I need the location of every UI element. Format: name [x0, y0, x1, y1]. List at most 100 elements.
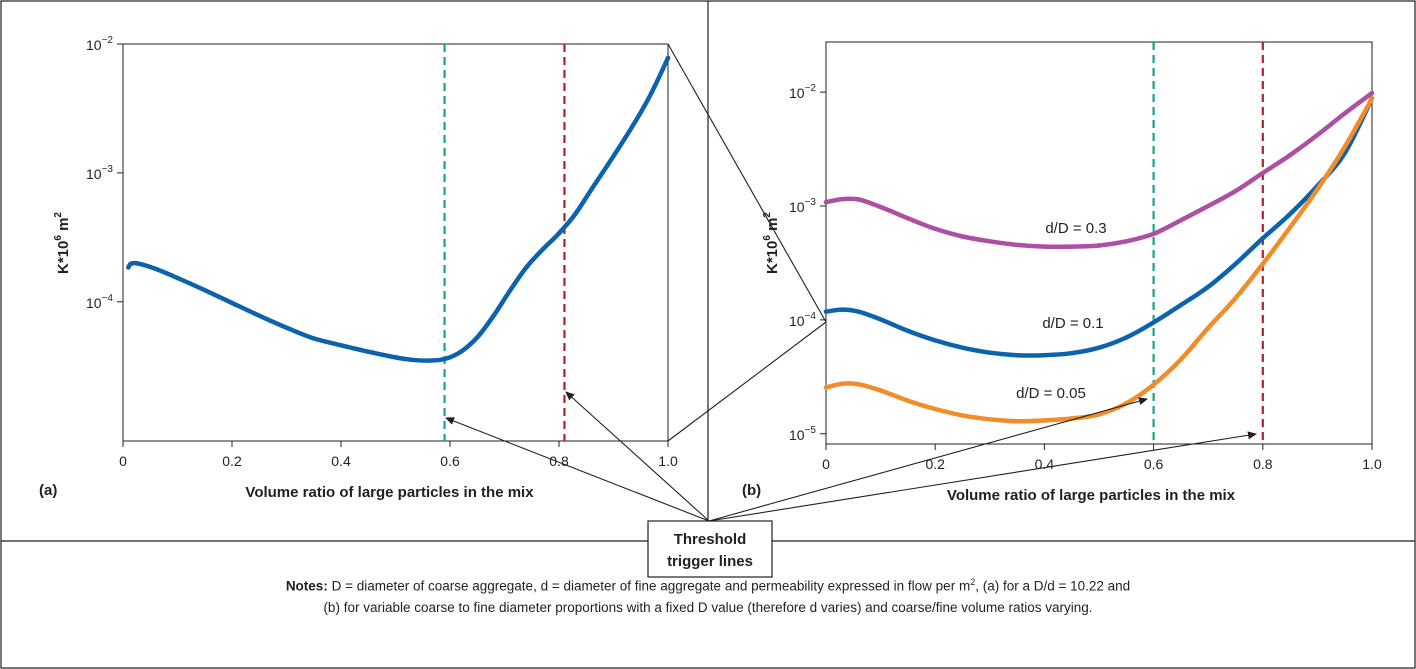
data-point	[589, 186, 594, 192]
data-point	[960, 345, 965, 350]
data-point	[1124, 239, 1129, 244]
series-label: d/D = 0.3	[1045, 220, 1106, 237]
data-point	[611, 153, 616, 159]
data-point	[1096, 345, 1102, 350]
data-point	[1369, 96, 1375, 101]
data-point	[823, 385, 829, 390]
data-point	[987, 417, 992, 422]
callout-line-2: trigger lines	[667, 553, 753, 570]
data-point	[1178, 302, 1184, 308]
notes-line1-text: D = diameter of coarse aggregate, d = di…	[327, 578, 971, 594]
y-tick-label: 10−3	[789, 197, 816, 215]
callout-arrow	[708, 431, 1257, 522]
y-tick-exponent: −4	[102, 293, 114, 304]
data-point	[1287, 211, 1293, 217]
data-point	[856, 309, 861, 314]
data-point	[987, 350, 992, 355]
data-point	[878, 317, 883, 322]
data-point	[840, 196, 845, 202]
x-tick-label: 0.6	[440, 453, 460, 469]
callout-arrow	[565, 391, 710, 522]
x-tick-label: 0.4	[331, 453, 351, 469]
x-tick-label: 0.8	[1253, 456, 1273, 472]
x-tick-label: 1.0	[1362, 456, 1382, 472]
y-axis-title: K*106 m2	[53, 212, 72, 274]
data-point	[311, 336, 316, 341]
data-point	[840, 381, 845, 386]
data-point	[933, 406, 938, 412]
y-tick-base: 10	[789, 85, 805, 101]
data-point	[202, 288, 207, 293]
data-point	[878, 204, 883, 210]
data-point	[409, 357, 415, 362]
data-point	[840, 307, 845, 312]
data-point	[1178, 357, 1184, 362]
y-tick-base: 10	[789, 427, 805, 443]
y-tick-label: 10−4	[789, 311, 816, 329]
y-tick-base: 10	[86, 295, 102, 311]
data-point	[137, 261, 142, 266]
x-tick-label: 0.8	[549, 453, 569, 469]
data-point	[1287, 225, 1293, 230]
callout-line-1: Threshold	[674, 531, 747, 548]
threshold-callout: Threshold trigger lines	[445, 391, 1257, 578]
series-line	[823, 90, 1375, 250]
data-point	[1342, 111, 1347, 116]
notes-line1-sup: 2	[970, 577, 976, 587]
y-tick-label: 10−3	[86, 164, 113, 182]
data-point	[1014, 353, 1020, 358]
notes-line-1: Notes: D = diameter of coarse aggregate,…	[0, 572, 1416, 597]
data-point	[338, 343, 344, 348]
data-point	[933, 226, 938, 231]
data-point	[257, 313, 262, 318]
data-point	[1124, 335, 1129, 340]
callout-arrow	[708, 397, 1148, 522]
figure-notes: Notes: D = diameter of coarse aggregate,…	[0, 572, 1416, 618]
callout-box	[647, 520, 773, 578]
y-axis-title-unit-sup: 2	[762, 212, 773, 218]
data-point	[507, 288, 513, 293]
y-axis-title-sup: 6	[762, 235, 773, 241]
data-point	[987, 239, 992, 244]
data-point	[1069, 351, 1074, 356]
data-point	[1014, 419, 1020, 424]
data-point	[1233, 261, 1238, 267]
data-point	[524, 265, 529, 270]
data-point	[129, 261, 134, 266]
y-tick-label: 10−5	[789, 425, 816, 443]
data-point	[1206, 325, 1211, 331]
data-point	[823, 309, 829, 314]
data-point	[175, 275, 180, 281]
y-tick-base: 10	[86, 166, 102, 182]
y-tick-exponent: −4	[805, 311, 817, 322]
data-point	[458, 349, 464, 354]
series-label: d/D = 0.05	[1016, 385, 1086, 402]
plot-frame	[825, 41, 1373, 445]
series-line	[823, 96, 1375, 358]
data-point	[284, 325, 289, 330]
data-point	[1014, 242, 1020, 248]
data-point	[426, 358, 431, 363]
series-line	[823, 96, 1375, 424]
notes-line1-tail: , (a) for a D/d = 10.22 and	[975, 578, 1131, 594]
data-point	[856, 382, 861, 387]
data-point	[1369, 90, 1375, 96]
data-point	[1096, 412, 1102, 417]
data-point	[1151, 320, 1156, 325]
data-point	[1178, 218, 1184, 223]
y-tick-label: 10−2	[789, 83, 816, 101]
data-point	[540, 247, 545, 252]
data-point	[1260, 170, 1266, 176]
x-tick-label: 1.0	[658, 453, 678, 469]
data-point	[905, 328, 911, 334]
data-point	[649, 90, 654, 95]
notes-line-2: (b) for variable coarse to fine diameter…	[323, 599, 1093, 615]
data-point	[960, 413, 965, 418]
y-axis-title-unit-sup: 2	[53, 212, 64, 218]
data-point	[1260, 236, 1266, 241]
data-point	[475, 335, 480, 340]
data-point	[1042, 353, 1047, 358]
data-point	[1233, 296, 1238, 301]
